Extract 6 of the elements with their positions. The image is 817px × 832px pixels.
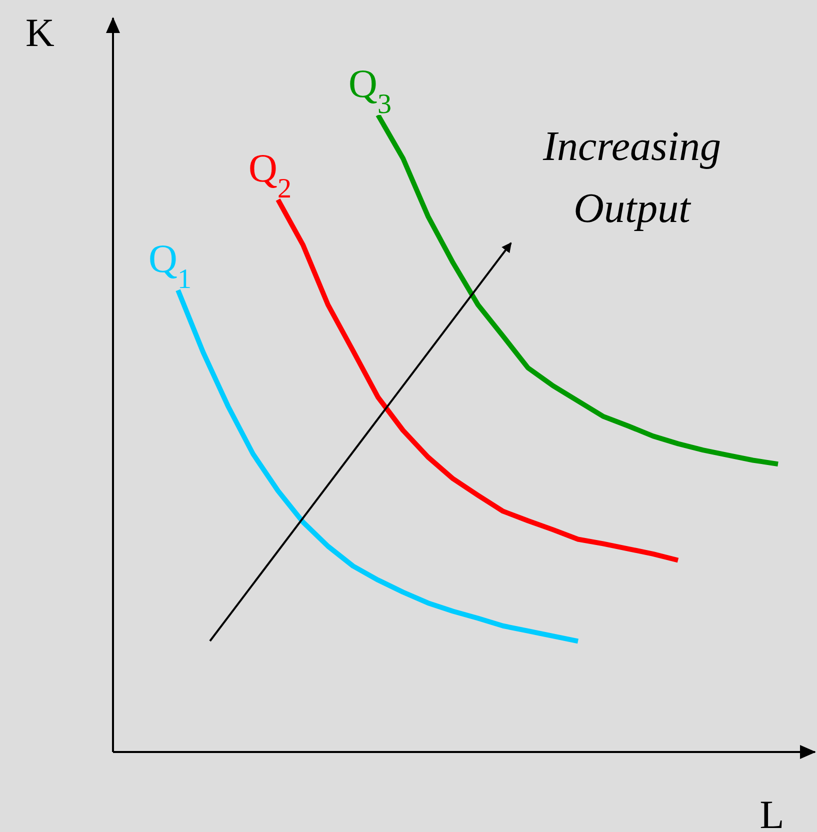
y-axis-title: K xyxy=(26,10,55,55)
series-label: Q$_{3}$ xyxy=(348,61,392,120)
annotation: Increasing Output xyxy=(542,124,722,232)
series-label: Q$_{2}$ xyxy=(248,146,292,204)
x-axis-title: L xyxy=(760,792,784,832)
series-label: Q$_{1}$ xyxy=(148,236,192,295)
